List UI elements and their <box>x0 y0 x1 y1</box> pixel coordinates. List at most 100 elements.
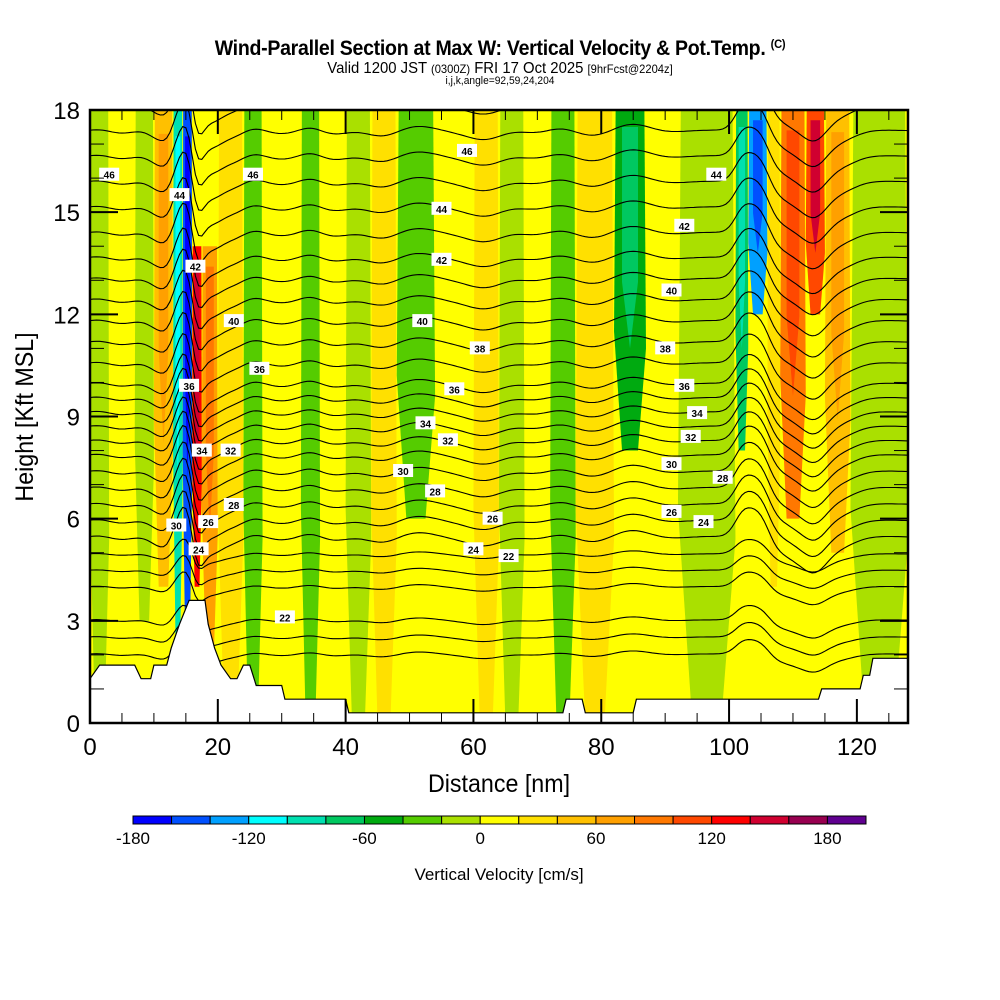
contour-label: 30 <box>661 457 682 471</box>
terrain <box>89 599 909 724</box>
y-tick-label: 9 <box>67 405 80 432</box>
contour-label-text: 24 <box>468 545 480 556</box>
contour-label-text: 46 <box>461 147 473 158</box>
contour-label: 22 <box>274 610 295 624</box>
colorbar-swatch <box>749 815 790 825</box>
colorbar: -180 -120 -60 0 60 120 180 <box>116 815 867 848</box>
contour-label: 24 <box>188 542 209 556</box>
contour-label-bg <box>223 498 244 511</box>
w-band <box>371 110 397 723</box>
subtitle-date: FRI 17 Oct 2025 <box>474 60 584 77</box>
w-band <box>499 110 525 723</box>
theta-contour-45 <box>90 151 908 219</box>
contour-label-text: 30 <box>171 522 183 533</box>
colorbar-swatch <box>788 815 828 825</box>
contour-label-text: 46 <box>104 171 116 182</box>
x-tick-label: 60 <box>460 734 487 761</box>
x-tick-label: 20 <box>204 734 231 761</box>
y-tick-label: 18 <box>53 98 80 125</box>
contour-label-text: 44 <box>711 171 723 182</box>
y-tick-label: 0 <box>67 711 80 738</box>
contour-label-text: 36 <box>254 365 266 376</box>
contour-label-bg <box>179 378 200 392</box>
contour-label: 28 <box>223 498 244 512</box>
contour-label-bg <box>444 382 465 396</box>
contour-label: 26 <box>198 515 219 529</box>
chart-title: Wind-Parallel Section at Max W: Vertical… <box>35 37 965 61</box>
contour-labels: 46 46 46 44 44 44 42 42 42 40 40 40 38 38 36 36 36 36 34 34… <box>99 143 733 624</box>
w-band <box>345 110 372 723</box>
contour-label-text: 36 <box>184 382 196 393</box>
contour-label-bg <box>661 283 682 297</box>
chart-subtitle: Valid 1200 JST (0300Z) FRI 17 Oct 2025 [… <box>35 60 965 78</box>
colorbar-tick-label: -180 <box>116 829 150 848</box>
contour-label-bg <box>431 252 452 266</box>
contour-label: 38 <box>655 341 676 355</box>
w-band <box>524 110 551 723</box>
x-axis: 0 20 40 60 80 100 120 <box>83 734 877 761</box>
contour-label-text: 42 <box>190 263 202 274</box>
contour-label-bg <box>498 549 519 563</box>
contour-label-text: 28 <box>430 487 442 498</box>
contour-label-text: 26 <box>487 515 499 526</box>
contour-label-text: 26 <box>203 518 215 529</box>
contour-label-text: 40 <box>228 317 240 328</box>
contour-label-bg <box>188 542 209 556</box>
contour-label-text: 22 <box>503 552 515 563</box>
w-band <box>645 110 678 723</box>
contour-label-bg <box>243 167 263 181</box>
colorbar-tick-label: 120 <box>697 829 725 848</box>
colorbar-tick-label: -60 <box>352 829 377 848</box>
contour-label-bg <box>393 464 414 477</box>
w-band <box>320 110 346 723</box>
colorbar-swatch <box>286 815 327 825</box>
contour-label-bg <box>185 259 206 273</box>
w-band <box>473 110 499 723</box>
contour-label-bg <box>463 542 484 556</box>
contour-label-bg <box>655 341 676 355</box>
contour-label-text: 28 <box>228 501 240 512</box>
contour-label-bg <box>680 429 701 443</box>
w-band <box>300 110 321 723</box>
contour-label: 32 <box>220 443 241 458</box>
contour-label-bg <box>712 470 733 484</box>
theta-contour-23 <box>90 571 908 606</box>
theta-contour-39 <box>90 290 908 358</box>
theta-contour-34 <box>90 382 908 449</box>
contour-label: 28 <box>712 470 733 485</box>
contour-label: 36 <box>444 382 465 396</box>
contour-label: 36 <box>674 378 695 393</box>
contour-label: 40 <box>661 283 682 298</box>
contour-label: 36 <box>249 361 270 376</box>
contour-label: 34 <box>191 443 212 458</box>
w-band-core <box>810 120 821 254</box>
contour-label: 40 <box>412 314 433 328</box>
contour-label-text: 30 <box>666 460 678 471</box>
contour-label-text: 32 <box>685 433 697 444</box>
contour-label-bg <box>169 188 190 202</box>
colorbar-swatch <box>132 815 173 825</box>
theta-contour-40 <box>90 269 908 337</box>
w-band-core <box>831 132 845 420</box>
theta-contour-21 <box>90 621 908 656</box>
theta-contour-36 <box>90 353 908 421</box>
colorbar-tick-label: 0 <box>475 829 484 848</box>
contour-label-text: 42 <box>436 256 448 267</box>
w-band-core <box>753 120 763 254</box>
w-band-core <box>786 130 800 397</box>
contour-label-bg <box>198 515 219 529</box>
w-band-core <box>622 127 638 349</box>
subtitle-valid-time: Valid 1200 JST <box>327 60 427 77</box>
contour-label-bg <box>482 511 503 525</box>
theta-contour-24 <box>90 555 908 589</box>
theta-contour-44 <box>90 177 908 244</box>
contour-label-text: 38 <box>660 344 672 355</box>
contour-label: 42 <box>431 252 452 267</box>
y-axis: 0 3 6 9 12 15 18 <box>53 98 80 738</box>
w-band <box>262 110 301 723</box>
contour-label-text: 44 <box>436 205 448 216</box>
colorbar-swatch <box>209 815 250 825</box>
contour-label-text: 28 <box>717 474 729 485</box>
contour-label-bg <box>674 218 695 232</box>
x-tick-label: 80 <box>588 734 615 761</box>
